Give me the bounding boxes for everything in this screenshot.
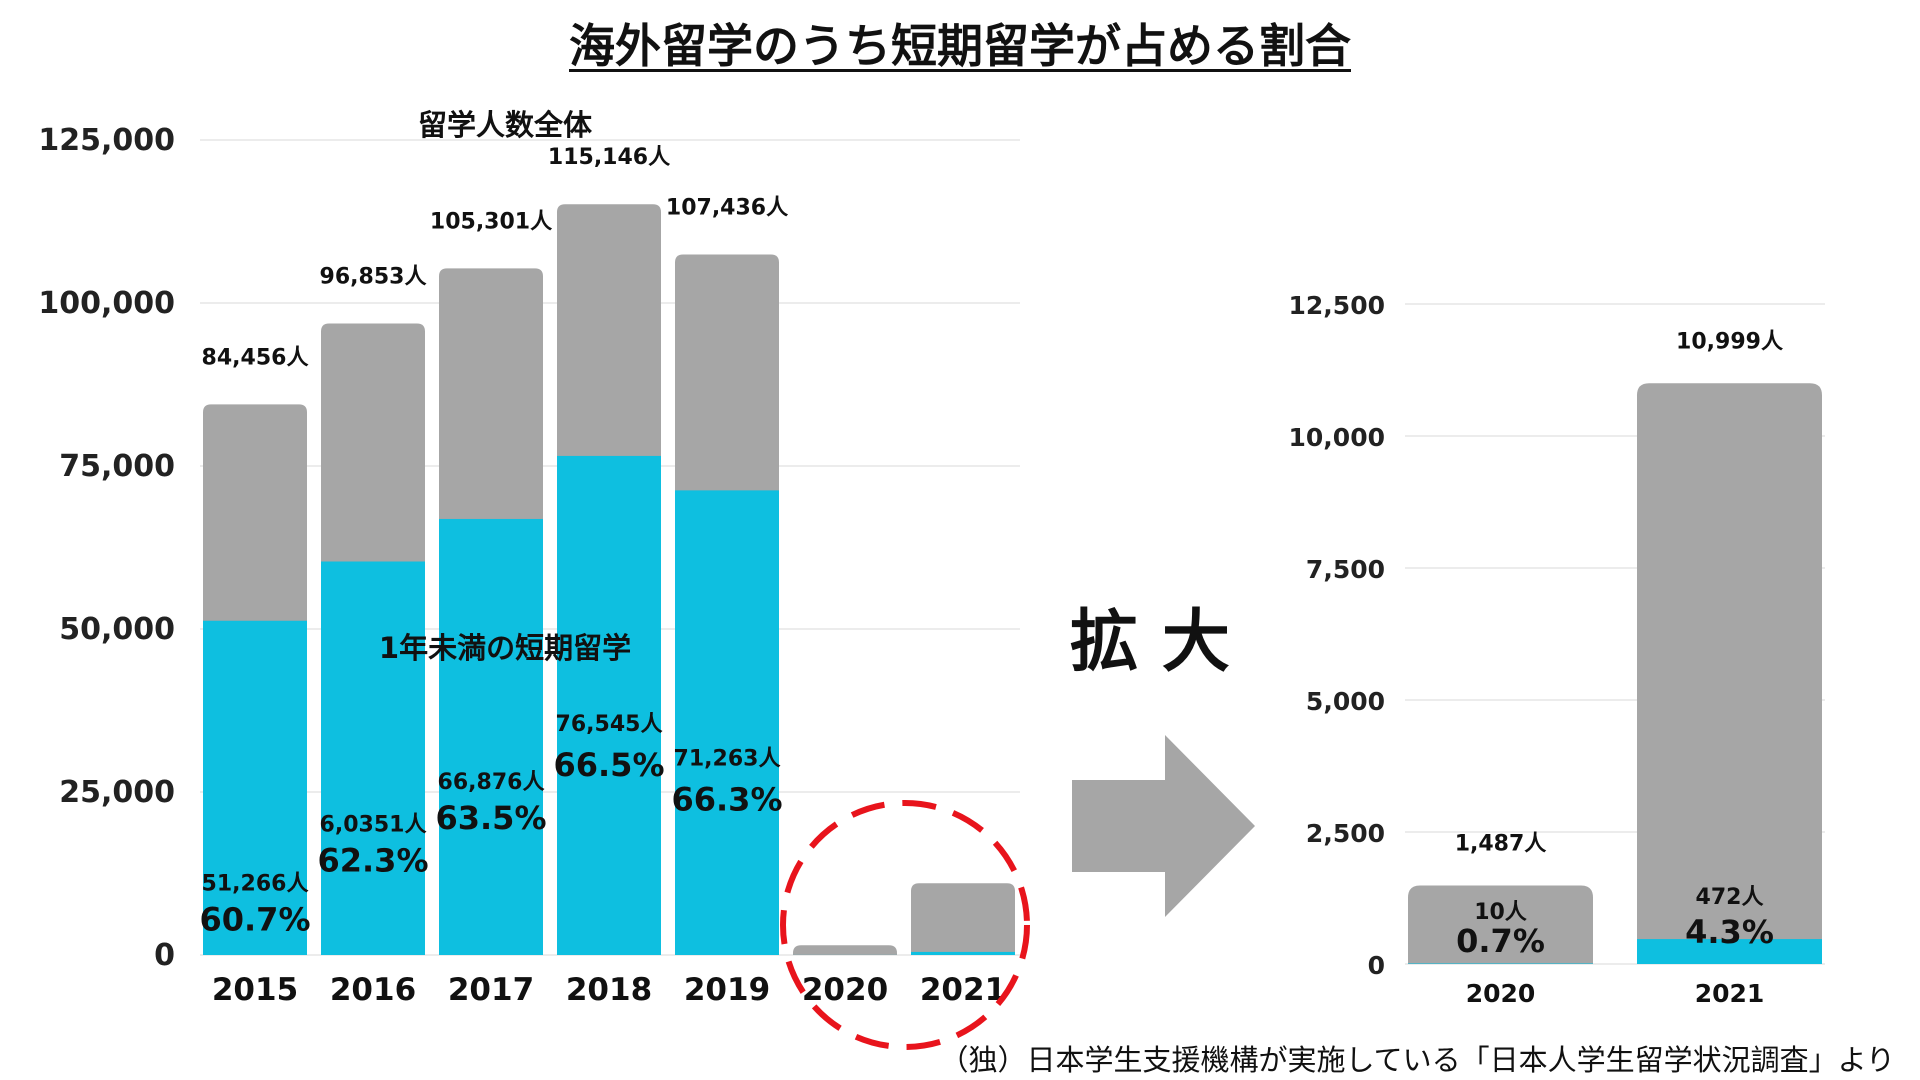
y-tick-label: 125,000: [38, 123, 175, 158]
total-bar: [911, 883, 1015, 955]
total-bar: [1408, 885, 1593, 964]
short-term-bar: [911, 951, 1015, 955]
short-term-value-label: 71,263人: [674, 746, 781, 771]
right-bar-chart: 0 2,500 5,000 7,500 10,000 12,500 2020 1,487人 10…: [1289, 291, 1825, 1008]
short-term-bar: [557, 455, 661, 955]
chart-annotations: 留学人数全体 1年未満の短期留学 拡 大 （独）日本学生支援機構が実施している「日本人…: [379, 108, 1895, 1077]
short-term-bar: [675, 490, 779, 955]
zoom-label: 拡 大: [1070, 603, 1230, 682]
short-term-value-label: 51,266人: [202, 872, 309, 897]
chart-title: 海外留学のうち短期留学が占める割合: [569, 19, 1351, 73]
y-tick-label: 2,500: [1306, 819, 1385, 848]
x-tick-label: 2018: [566, 972, 652, 1008]
y-tick-label: 10,000: [1289, 423, 1385, 452]
total-value-label: 84,456人: [202, 345, 309, 370]
short-term-bar: [1637, 939, 1822, 964]
short-term-value-label: 6,0351人: [320, 813, 427, 838]
percent-label: 66.3%: [671, 780, 782, 818]
x-tick-label: 2020: [1466, 979, 1536, 1008]
x-tick-label: 2021: [920, 972, 1006, 1008]
short-term-bar: [321, 561, 425, 955]
percent-label: 66.5%: [553, 746, 664, 784]
percent-label: 62.3%: [317, 842, 428, 880]
left-bar-chart: 0 25,000 50,000 75,000 100,000 125,000 2015 84,…: [38, 123, 1020, 1008]
x-tick-label: 2019: [684, 972, 770, 1008]
total-value-label: 107,436人: [666, 196, 788, 221]
short-term-value-label: 76,545人: [556, 712, 663, 737]
short-term-value-label: 472人: [1696, 885, 1764, 910]
total-value-label: 1,487人: [1455, 831, 1547, 856]
y-tick-label: 0: [154, 938, 175, 973]
x-tick-label: 2016: [330, 972, 416, 1008]
x-tick-label: 2021: [1695, 979, 1765, 1008]
percent-label: 4.3%: [1685, 913, 1774, 951]
short-term-bar: [203, 620, 307, 955]
total-value-label: 115,146人: [548, 145, 670, 170]
short-term-value-label: 66,876人: [438, 770, 545, 795]
y-tick-label: 50,000: [59, 612, 175, 647]
y-tick-label: 75,000: [59, 449, 175, 484]
y-tick-label: 0: [1368, 951, 1385, 980]
y-tick-label: 100,000: [38, 286, 175, 321]
x-tick-label: 2017: [448, 972, 534, 1008]
series-label-short-term: 1年未満の短期留学: [379, 631, 631, 665]
short-term-bar: [439, 518, 543, 955]
x-tick-label: 2020: [802, 972, 888, 1008]
percent-label: 63.5%: [435, 799, 546, 837]
zoom-arrow-icon: [1072, 735, 1255, 917]
short-term-value-label: 10人: [1474, 900, 1527, 925]
total-value-label: 10,999人: [1676, 329, 1783, 354]
short-term-bar: [1408, 963, 1593, 964]
y-tick-label: 25,000: [59, 775, 175, 810]
y-tick-label: 12,500: [1289, 291, 1385, 320]
highlight-circle: [780, 800, 1030, 1050]
total-bar: [793, 945, 897, 955]
total-value-label: 105,301人: [430, 209, 552, 234]
percent-label: 60.7%: [199, 901, 310, 939]
series-label-total: 留学人数全体: [418, 108, 593, 142]
x-tick-label: 2015: [212, 972, 298, 1008]
y-tick-label: 7,500: [1306, 555, 1385, 584]
total-bar: [1637, 383, 1822, 964]
total-value-label: 96,853人: [320, 265, 427, 290]
percent-label: 0.7%: [1456, 922, 1545, 960]
y-tick-label: 5,000: [1306, 687, 1385, 716]
source-note: （独）日本学生支援機構が実施している「日本人学生留学状況調査」より: [939, 1043, 1895, 1077]
